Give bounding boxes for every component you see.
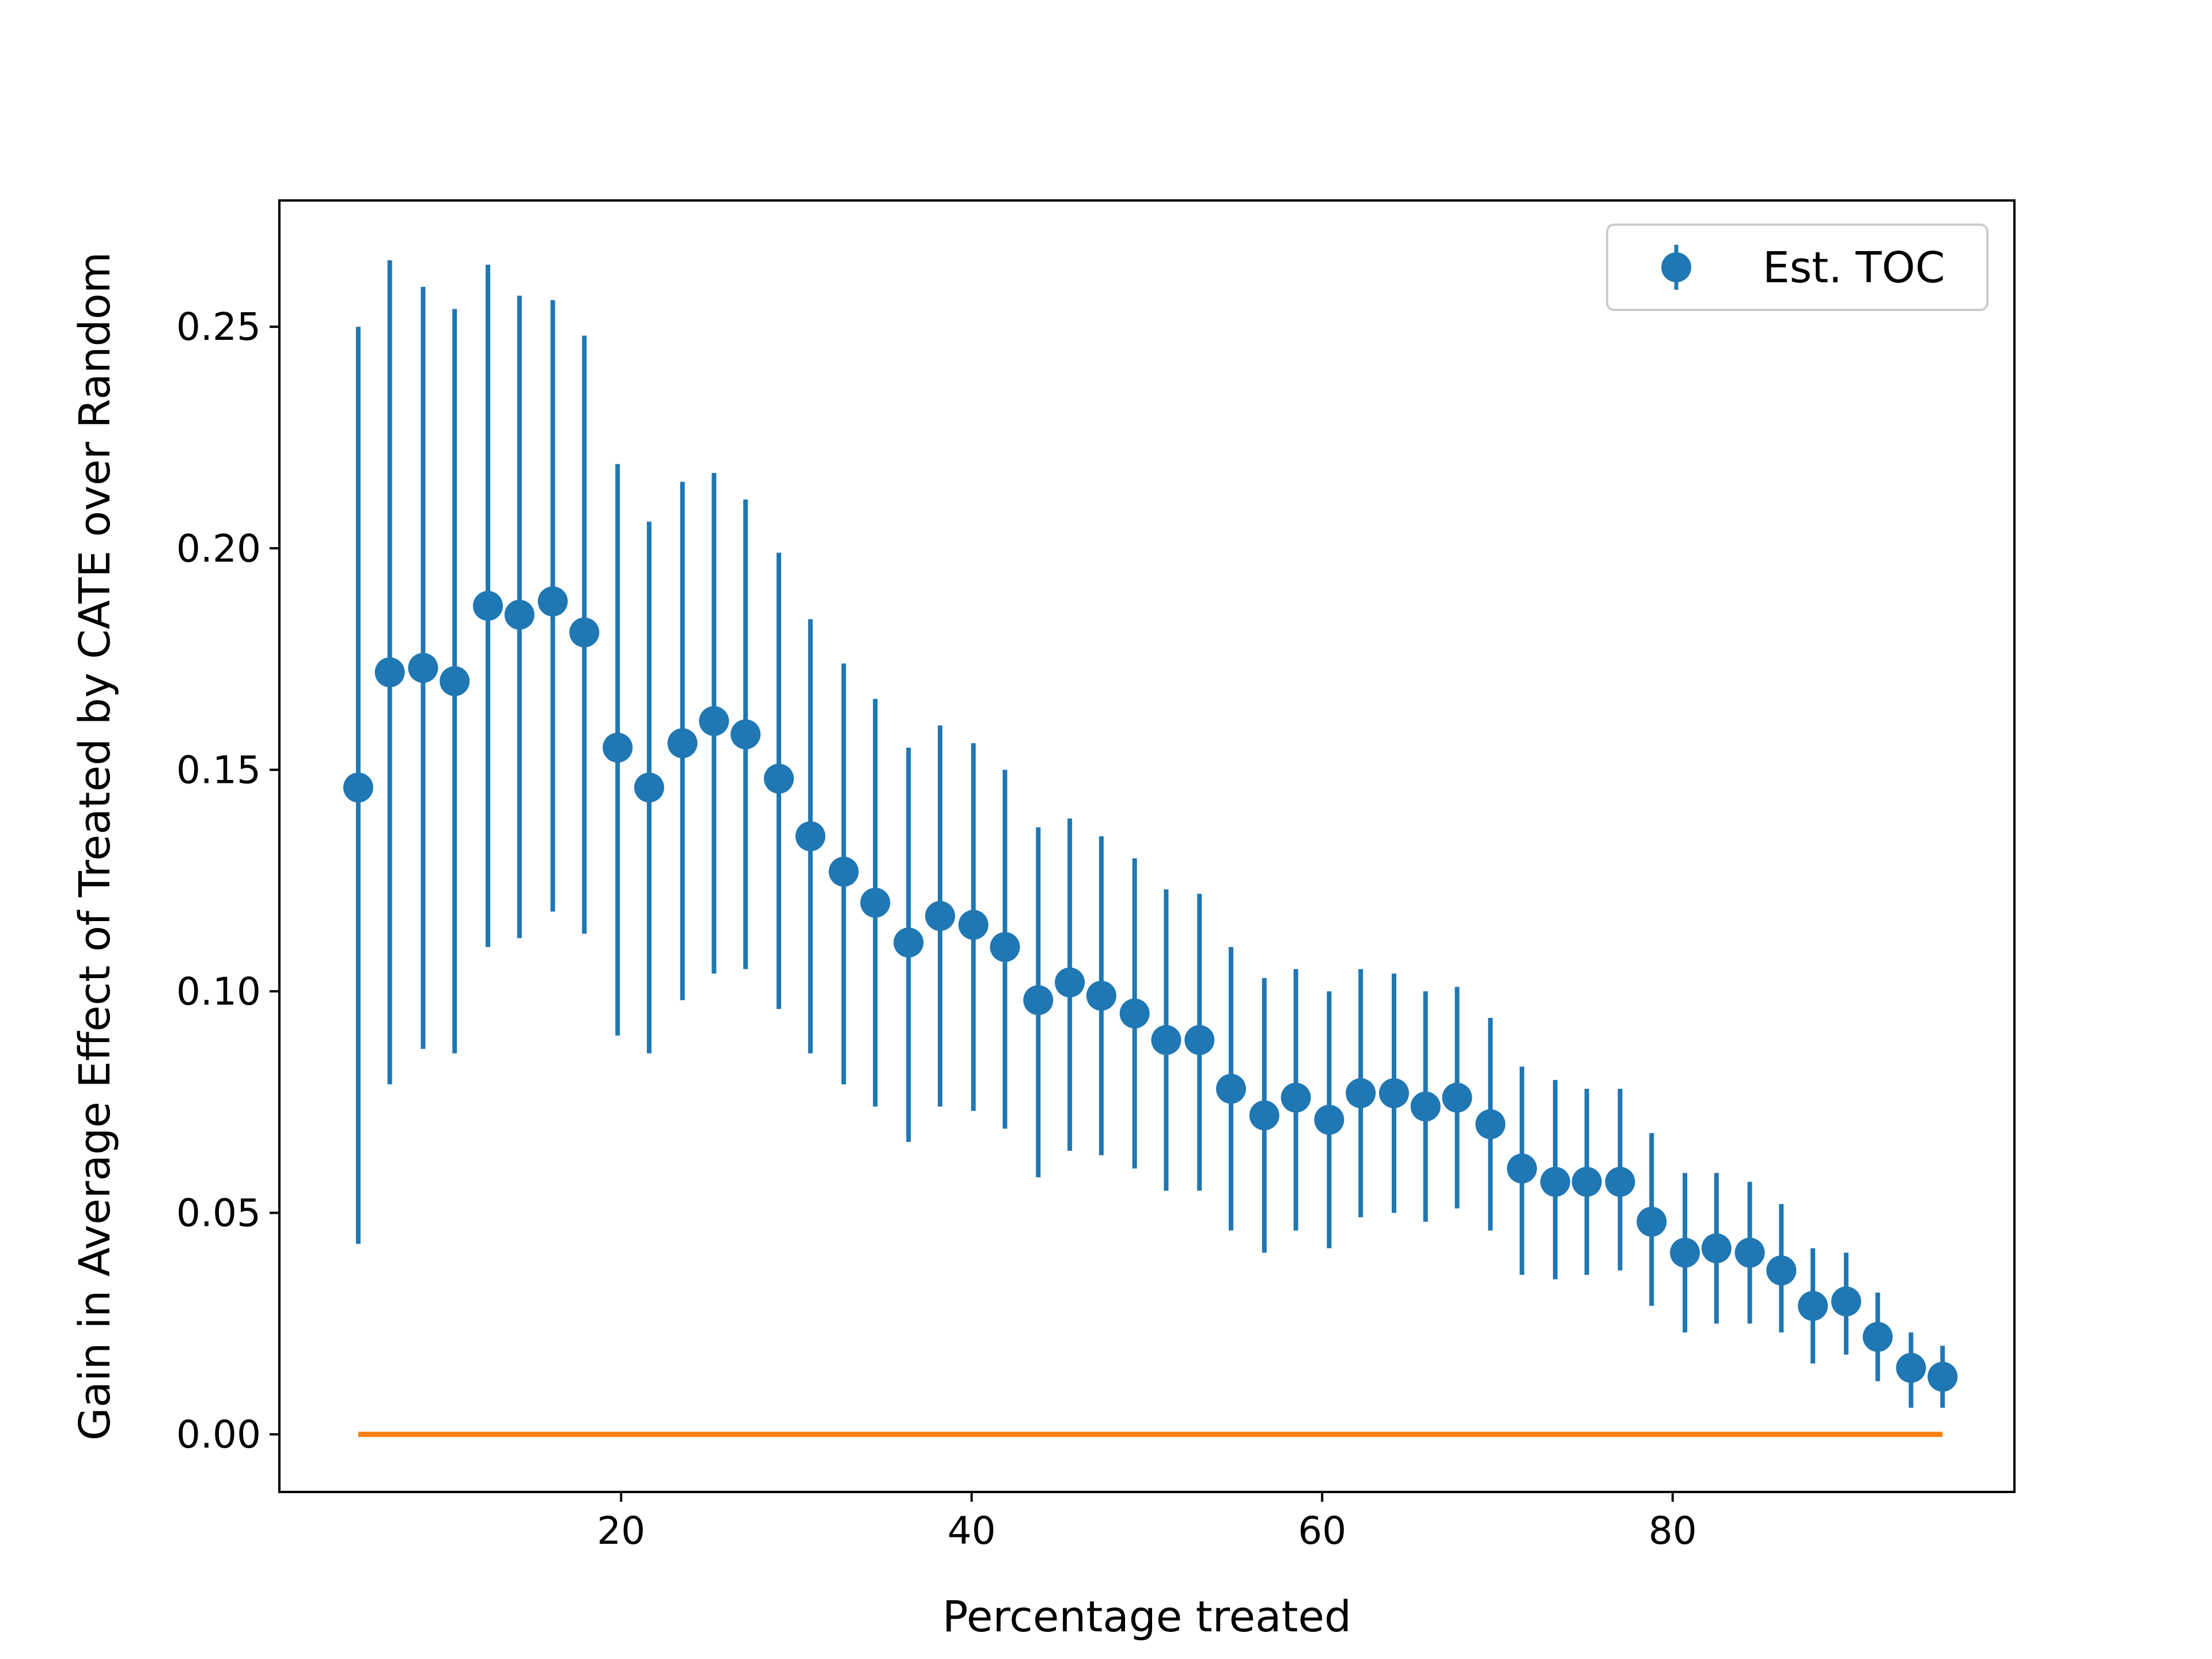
legend: Est. TOC <box>1606 224 1988 311</box>
legend-box <box>1606 224 1988 311</box>
data-point <box>1086 980 1116 1011</box>
data-point <box>925 901 955 931</box>
data-point <box>1346 1078 1376 1108</box>
y-tick-label: 0.10 <box>176 969 261 1014</box>
data-point <box>504 600 535 630</box>
errorbar-series <box>343 260 1958 1408</box>
data-point <box>440 666 470 696</box>
data-point <box>1314 1104 1344 1135</box>
data-point <box>795 821 825 851</box>
data-point <box>634 772 664 803</box>
data-point <box>1637 1206 1667 1237</box>
x-axis-label: Percentage treated <box>942 1592 1351 1642</box>
data-point <box>374 657 405 688</box>
y-tick-label: 0.25 <box>176 305 261 349</box>
data-point <box>1896 1353 1926 1383</box>
data-point <box>1927 1362 1958 1392</box>
data-point <box>1831 1286 1861 1317</box>
data-point <box>730 719 761 749</box>
data-point <box>828 857 859 887</box>
y-tick-label: 0.20 <box>176 527 261 571</box>
legend-point-marker <box>1661 252 1691 282</box>
data-point <box>1507 1153 1537 1184</box>
data-point <box>1862 1321 1893 1352</box>
data-point <box>569 617 600 647</box>
data-point <box>1119 998 1150 1029</box>
data-point <box>1410 1091 1441 1122</box>
x-tick-label: 20 <box>597 1509 645 1553</box>
data-point <box>1023 985 1054 1016</box>
x-axis-ticks: 20 40 60 80 <box>597 1492 1697 1553</box>
data-point <box>1766 1255 1797 1286</box>
data-point <box>1475 1109 1506 1139</box>
x-tick-label: 80 <box>1649 1509 1697 1553</box>
y-tick-label: 0.15 <box>176 748 261 792</box>
data-point <box>1605 1166 1635 1197</box>
data-point <box>1151 1025 1181 1055</box>
y-axis-label: Gain in Average Effect of Treated by CAT… <box>70 252 120 1441</box>
data-point <box>667 728 698 759</box>
plot-frame <box>278 199 2016 1493</box>
data-point <box>1734 1237 1765 1268</box>
data-point <box>893 927 924 958</box>
y-axis-ticks: 0.00 0.05 0.10 0.15 0.20 0.25 <box>176 305 279 1457</box>
data-point <box>764 763 794 794</box>
data-point <box>1184 1025 1215 1055</box>
data-point <box>1281 1082 1311 1113</box>
data-point <box>699 706 729 736</box>
data-point <box>1442 1082 1472 1113</box>
data-point <box>1055 967 1085 998</box>
data-point <box>860 888 891 918</box>
data-point <box>1798 1290 1828 1321</box>
data-point <box>1701 1233 1732 1263</box>
data-point <box>958 910 988 940</box>
data-point <box>990 931 1020 962</box>
y-tick-label: 0.05 <box>176 1191 261 1235</box>
data-point <box>473 590 503 621</box>
data-point <box>1540 1166 1570 1197</box>
x-tick-label: 60 <box>1298 1509 1346 1553</box>
legend-label: Est. TOC <box>1763 243 1945 293</box>
data-point <box>343 772 373 803</box>
data-point <box>408 653 438 683</box>
data-point <box>1670 1237 1700 1268</box>
data-point <box>1216 1074 1247 1104</box>
data-point <box>1378 1078 1409 1108</box>
data-point <box>603 732 633 763</box>
data-point <box>537 586 568 617</box>
data-point <box>1571 1166 1602 1197</box>
x-tick-label: 40 <box>948 1509 996 1553</box>
y-tick-label: 0.00 <box>176 1412 261 1457</box>
data-point <box>1249 1100 1279 1131</box>
